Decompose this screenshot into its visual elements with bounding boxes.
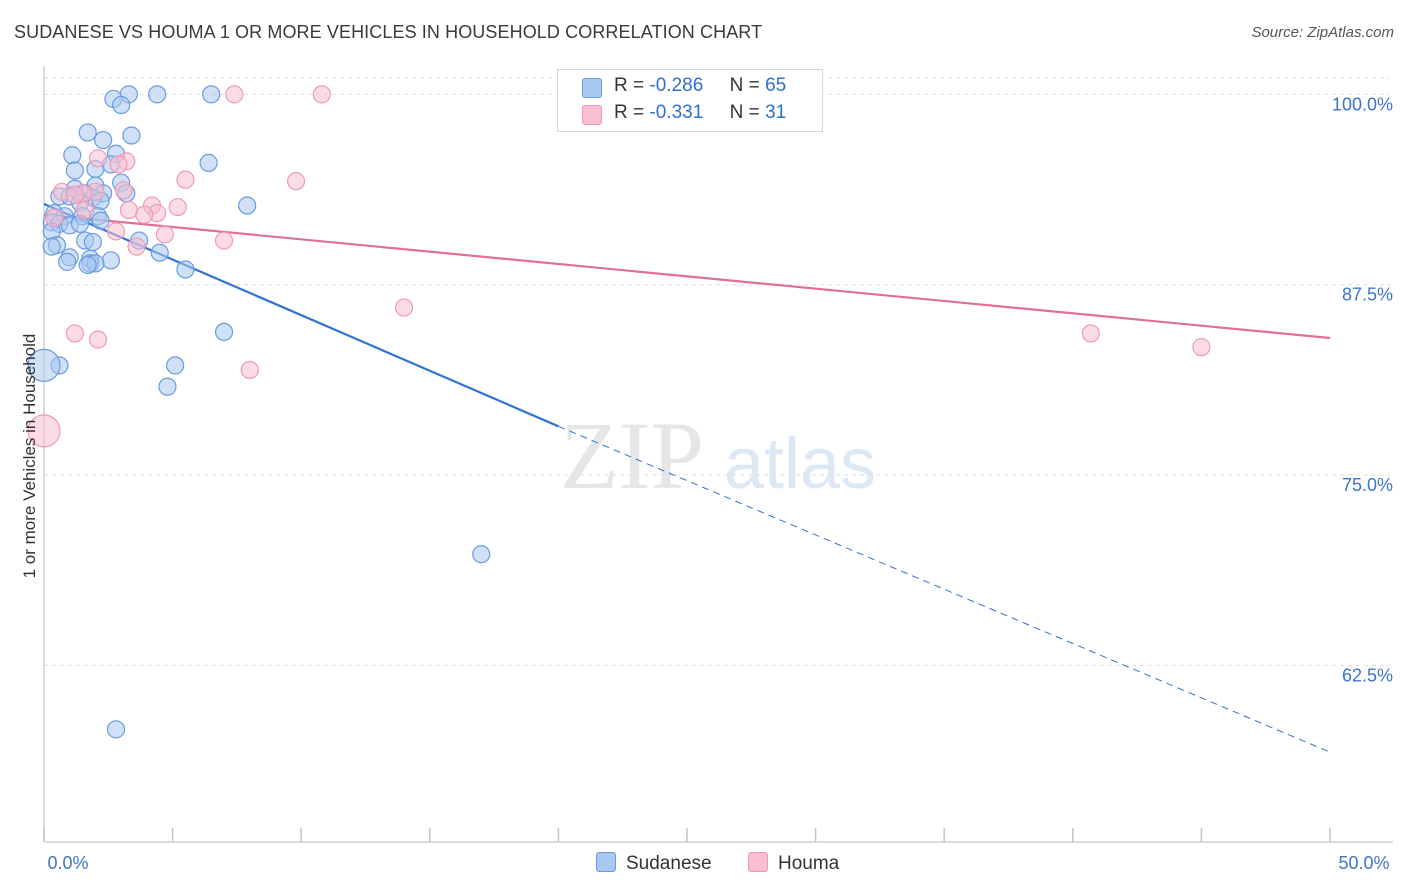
- legend-swatch-sudanese: [582, 78, 602, 98]
- sudanese-point: [199, 153, 218, 172]
- y-tick-label: 62.5%: [1342, 665, 1393, 685]
- houma-point: [286, 172, 306, 191]
- sudanese-point: [58, 252, 77, 271]
- sudanese-point: [91, 211, 110, 230]
- bottom-legend-swatch-houma: [748, 852, 768, 872]
- houma-point: [225, 85, 244, 104]
- bottom-legend-sudanese: Sudanese: [596, 852, 712, 875]
- houma-point: [65, 185, 84, 204]
- houma-point: [135, 205, 154, 224]
- sudanese-point: [122, 126, 141, 145]
- houma-point: [312, 85, 331, 104]
- houma-point: [88, 330, 108, 349]
- correlation-legend: R = -0.286 N = 65 R = -0.331 N = 31: [557, 69, 823, 132]
- legend-n-value: 31: [765, 102, 787, 123]
- sudanese-point: [150, 243, 169, 262]
- houma-point: [65, 324, 84, 343]
- sudanese-point: [101, 251, 120, 270]
- houma-point: [1192, 338, 1211, 357]
- sudanese-point: [83, 232, 102, 252]
- houma-point: [114, 181, 133, 200]
- legend-r-label: R =: [614, 75, 645, 96]
- sudanese-point: [166, 356, 185, 375]
- sudanese-point: [42, 237, 61, 256]
- y-tick-label: 87.5%: [1342, 285, 1393, 305]
- sudanese-point: [176, 260, 195, 279]
- sudanese-point: [112, 95, 131, 115]
- legend-swatch-houma: [582, 105, 602, 125]
- watermark-atlas: atlas: [724, 424, 876, 504]
- y-axis-label: 1 or more Vehicles in Household: [20, 333, 39, 579]
- houma-point: [240, 360, 259, 380]
- houma-point: [214, 231, 234, 250]
- sudanese-point: [106, 720, 126, 739]
- houma-point: [106, 222, 126, 241]
- houma-point: [168, 197, 187, 217]
- bottom-legend-swatch-sudanese: [596, 852, 616, 872]
- y-tick-label: 100.0%: [1332, 94, 1393, 114]
- houma-point: [45, 208, 64, 227]
- sudanese-point: [63, 146, 82, 165]
- sudanese-point: [214, 322, 234, 342]
- houma-point: [27, 414, 61, 448]
- tick-labels: 100.0% 87.5% 75.0% 62.5% 0.0% 50.0%: [47, 94, 1393, 873]
- houma-point: [119, 200, 138, 220]
- houma-point: [88, 149, 108, 168]
- sudanese-point: [238, 196, 257, 215]
- sudanese-point: [472, 545, 491, 564]
- houma-point: [155, 225, 174, 244]
- x-tick-label-max: 50.0%: [1338, 853, 1389, 873]
- legend-n-label: N =: [729, 75, 760, 96]
- sudanese-trend-extension: [558, 425, 1331, 753]
- houma-point: [1081, 324, 1100, 343]
- sudanese-point: [158, 377, 177, 396]
- data-points: [27, 85, 1211, 739]
- legend-r-label: R =: [614, 102, 645, 123]
- legend-r-value: -0.331: [649, 102, 704, 123]
- chart-title: SUDANESE VS HOUMA 1 OR MORE VEHICLES IN …: [14, 22, 763, 42]
- y-tick-label: 75.0%: [1342, 475, 1393, 495]
- legend-r-value: -0.286: [649, 75, 704, 96]
- bottom-legend-label-sudanese: Sudanese: [626, 853, 712, 874]
- axes: [43, 66, 1393, 843]
- source-credit: Source: ZipAtlas.com: [1251, 24, 1394, 41]
- sudanese-point: [148, 85, 167, 104]
- houma-point: [394, 298, 414, 317]
- watermark-zip: ZIP: [560, 402, 704, 509]
- sudanese-point: [78, 123, 97, 142]
- houma-point: [176, 170, 195, 189]
- sudanese-point: [94, 130, 113, 150]
- houma-trend-line: [43, 213, 1331, 340]
- sudanese-point: [65, 161, 84, 180]
- bottom-legend-label-houma: Houma: [778, 853, 840, 874]
- bottom-legend-houma: Houma: [748, 852, 839, 875]
- legend-n-label: N =: [729, 102, 760, 123]
- sudanese-point: [202, 85, 221, 104]
- houma-point: [109, 155, 128, 174]
- sudanese-point: [78, 255, 97, 275]
- x-tick-label-min: 0.0%: [47, 853, 88, 873]
- houma-point: [76, 200, 95, 220]
- sudanese-point: [27, 348, 61, 383]
- houma-point: [127, 237, 146, 256]
- legend-n-value: 65: [765, 75, 787, 96]
